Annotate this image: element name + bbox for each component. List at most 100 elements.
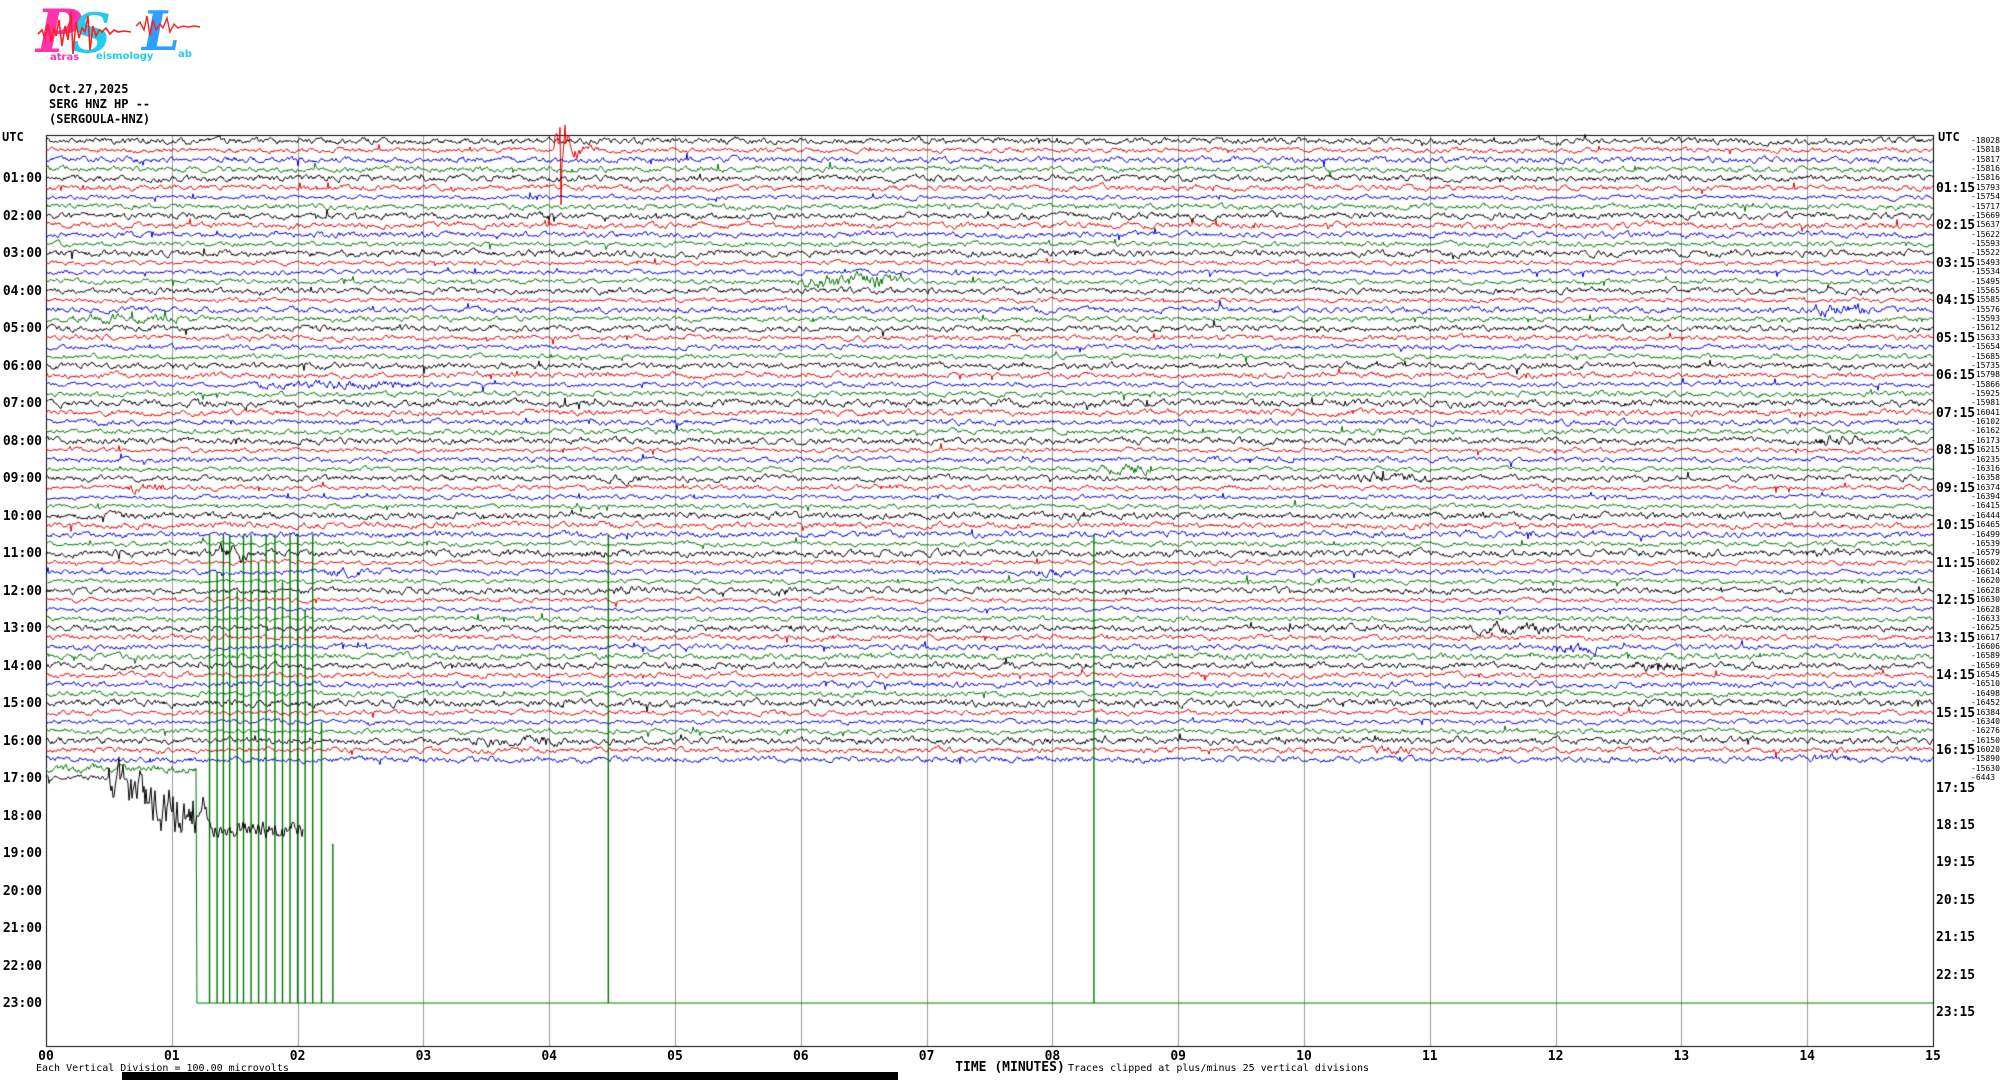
right-time-label: 10:15 [1936, 518, 1976, 534]
minute-label: 08 [1044, 1049, 1061, 1064]
trace-offset-value: -16498 [1971, 688, 2000, 698]
bottom-black-bar [122, 1072, 898, 1080]
minute-label: 03 [415, 1049, 432, 1064]
trace-offset-value: -16215 [1971, 445, 2000, 455]
left-time-label: 17:00 [2, 771, 42, 787]
trace-offset-value: -15522 [1971, 248, 2000, 258]
trace-offset-value: -15793 [1971, 182, 2000, 192]
trace-offset-value: -15816 [1971, 164, 2000, 174]
right-time-label: 22:15 [1936, 967, 1976, 983]
trace-offset-value: -16630 [1971, 595, 2000, 605]
trace-offset-value: -15890 [1971, 754, 2000, 764]
left-time-label: 10:00 [2, 508, 42, 524]
scale-note: Each Vertical Division = 100.00 microvol… [36, 1063, 289, 1074]
trace-offset-value: -15630 [1971, 763, 2000, 773]
trace-offset-value: -16452 [1971, 698, 2000, 708]
trace-offset-value: -15818 [1971, 145, 2000, 155]
trace-offset-value: -15593 [1971, 314, 2000, 324]
trace-offset-value: -16415 [1971, 501, 2000, 511]
trace-offset-value: -16633 [1971, 613, 2000, 623]
right-time-label: 14:15 [1936, 668, 1976, 684]
trace-offset-value: -15637 [1971, 220, 2000, 230]
minute-label: 12 [1547, 1049, 1564, 1064]
trace-offset-value: -16394 [1971, 492, 2000, 502]
trace-offset-value: -16384 [1971, 707, 2000, 717]
trace-offset-value: -16444 [1971, 510, 2000, 520]
right-time-label: 21:15 [1936, 930, 1976, 946]
right-time-label: 02:15 [1936, 218, 1976, 234]
left-time-label: 01:00 [2, 171, 42, 187]
utc-label-left: UTC [2, 130, 24, 144]
trace-offset-value: -16102 [1971, 417, 2000, 427]
trace-offset-value: -15534 [1971, 267, 2000, 277]
trace-offset-value: -15576 [1971, 304, 2000, 314]
trace-offset-value: -15816 [1971, 173, 2000, 183]
trace-offset-value: -16150 [1971, 735, 2000, 745]
trace-offset-value: -15633 [1971, 332, 2000, 342]
logo-frag-eismology: eismology [96, 51, 154, 62]
trace-offset-value: -16606 [1971, 641, 2000, 651]
right-time-label: 17:15 [1936, 780, 1976, 796]
utc-label-right: UTC [1938, 130, 1960, 144]
trace-offset-value: -16602 [1971, 557, 2000, 567]
minute-label: 15 [1925, 1049, 1941, 1064]
trace-offset-value: -15622 [1971, 229, 2000, 239]
trace-offset-value: -16589 [1971, 651, 2000, 661]
left-time-label: 21:00 [2, 921, 42, 937]
trace-offset-value: -15817 [1971, 154, 2000, 164]
minute-axis: 00 01 02 03 04 05 06 07 08 09 10 11 12 13 14 15 [0, 1049, 2010, 1065]
minute-label: 02 [289, 1049, 306, 1064]
trace-offset-value: -16499 [1971, 529, 2000, 539]
trace-offset-value: -15495 [1971, 276, 2000, 286]
trace-offset-value: -15593 [1971, 239, 2000, 249]
trace-offset-value: -16340 [1971, 716, 2000, 726]
logo-seismic-squiggle-icon [37, 11, 201, 55]
left-time-label: 15:00 [2, 696, 42, 712]
left-time-label: 11:00 [2, 546, 42, 562]
trace-offset-value: -16539 [1971, 538, 2000, 548]
minute-label: 00 [38, 1049, 54, 1064]
left-time-label: 16:00 [2, 733, 42, 749]
left-time-label: 08:00 [2, 433, 42, 449]
trace-offset-value: -16162 [1971, 426, 2000, 436]
logo-letter-l: L [142, 0, 180, 63]
logo-frag-atras: atras [50, 52, 80, 63]
right-time-label: 15:15 [1936, 705, 1976, 721]
right-time-label: 12:15 [1936, 593, 1976, 609]
clip-note: Traces clipped at plus/minus 25 vertical… [1068, 1063, 1370, 1074]
trace-offset-value: -16617 [1971, 632, 2000, 642]
record-date: Oct.27,2025 [49, 82, 129, 96]
right-time-label: 23:15 [1936, 1005, 1976, 1021]
left-time-label: 09:00 [2, 471, 42, 487]
right-time-label: 05:15 [1936, 330, 1976, 346]
station-channel: SERG HNZ HP -- [49, 97, 151, 111]
trace-offset-value: -15754 [1971, 192, 2000, 202]
minute-label: 04 [541, 1049, 558, 1064]
right-time-label: 16:15 [1936, 743, 1976, 759]
left-time-axis: 01:00 02:00 03:00 04:00 05:00 06:00 07:00 08:00… [0, 0, 44, 1080]
right-time-label: 04:15 [1936, 293, 1976, 309]
trace-offset-value: -16465 [1971, 520, 2000, 530]
trace-offset-value: -16235 [1971, 454, 2000, 464]
trace-offset-value: -15565 [1971, 285, 2000, 295]
trace-offset-value: -15493 [1971, 257, 2000, 267]
left-time-label: 05:00 [2, 321, 42, 337]
left-time-label: 23:00 [2, 996, 42, 1012]
left-time-label: 18:00 [2, 808, 42, 824]
trace-offset-value: -15585 [1971, 295, 2000, 305]
trace-offset-value: -16510 [1971, 679, 2000, 689]
left-time-label: 14:00 [2, 658, 42, 674]
trace-offset-value: -6443 [1971, 773, 1996, 783]
right-time-label: 03:15 [1936, 255, 1976, 271]
logo-frag-ab: ab [178, 49, 192, 60]
right-time-label: 06:15 [1936, 368, 1976, 384]
trace-offset-value: -15735 [1971, 360, 2000, 370]
trace-offset-value: -16020 [1971, 745, 2000, 755]
left-time-label: 02:00 [2, 208, 42, 224]
trace-offset-value: -15981 [1971, 398, 2000, 408]
psl-logo: P S L atras eismology ab [36, 2, 216, 84]
right-time-axis: 01:15 02:15 03:15 04:15 05:15 06:15 07:15 08:15… [1936, 0, 1982, 1080]
minute-label: 01 [163, 1049, 180, 1064]
left-time-label: 04:00 [2, 283, 42, 299]
